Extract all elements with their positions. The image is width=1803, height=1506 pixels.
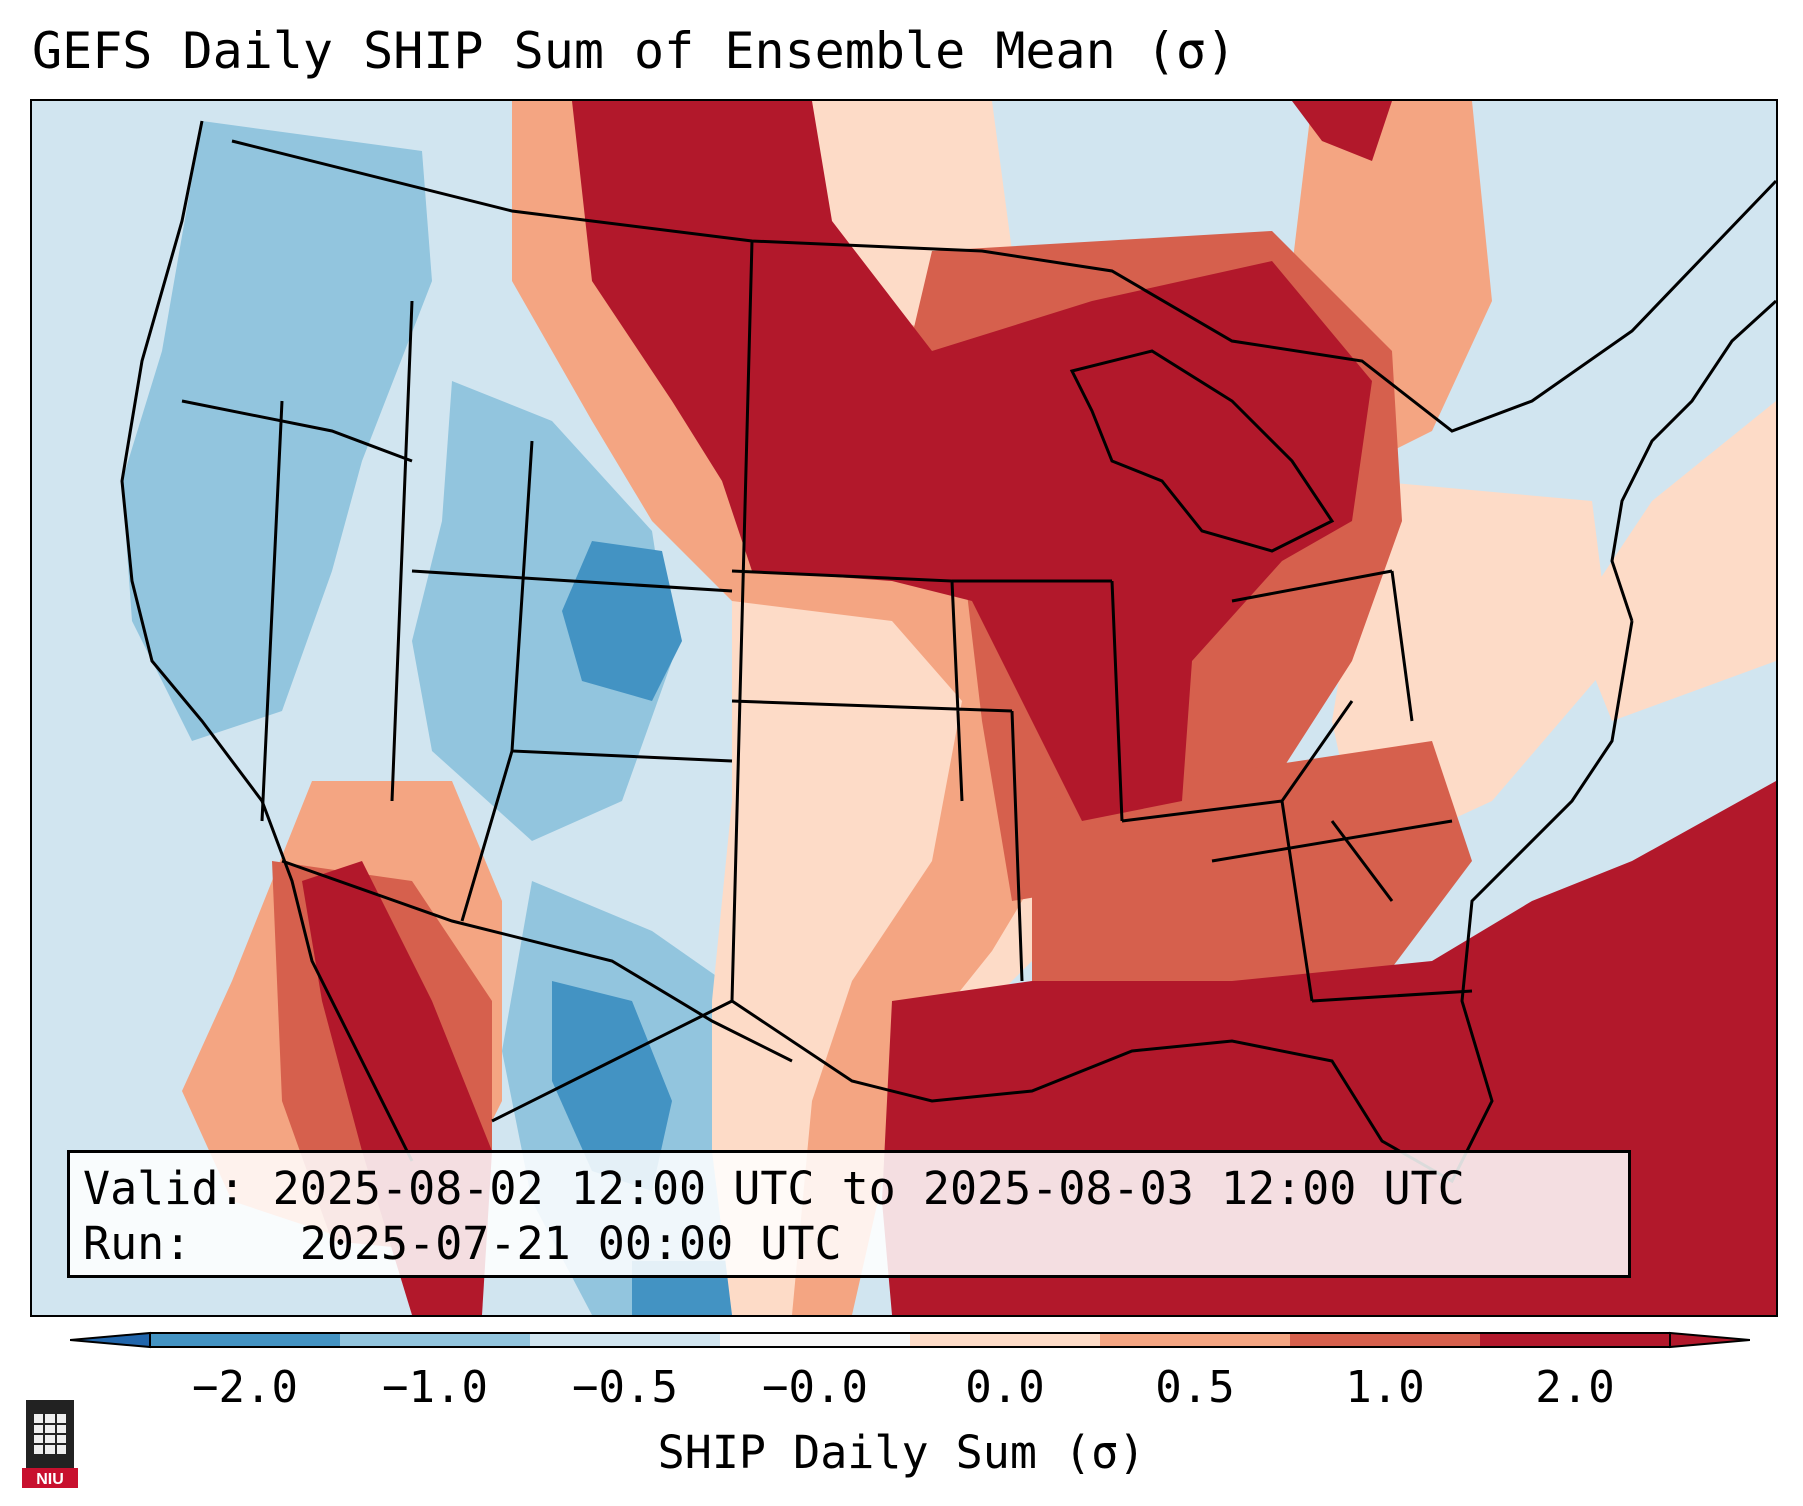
region-northern-plains-max-positive bbox=[572, 101, 1372, 821]
colorbar-outline bbox=[149, 1332, 1671, 1348]
colorbar-segment bbox=[340, 1333, 531, 1347]
map-panel bbox=[30, 99, 1778, 1317]
colorbar-segment bbox=[720, 1333, 911, 1347]
colorbar-tick-label: 0.0 bbox=[965, 1362, 1045, 1413]
region-basin-negative bbox=[412, 381, 672, 841]
run-value: 2025-07-21 00:00 UTC bbox=[299, 1217, 842, 1270]
logo-plate bbox=[22, 1468, 78, 1488]
political-boundaries bbox=[120, 120, 1776, 1184]
colorbar-over-arrow bbox=[1669, 1331, 1750, 1349]
west-coast-outline bbox=[120, 120, 414, 1162]
logo-grid-lines bbox=[34, 1414, 66, 1454]
us-canada-border bbox=[231, 139, 1776, 433]
colorbar-label: SHIP Daily Sum (σ) bbox=[657, 1426, 1146, 1479]
gulf-coast-outline bbox=[491, 620, 1634, 1184]
colorbar-tick-label: −1.0 bbox=[382, 1362, 488, 1413]
valid-label: Valid: bbox=[83, 1162, 246, 1215]
region-mexico-strong-negative bbox=[552, 981, 672, 1191]
east-coast-outline bbox=[1610, 299, 1776, 622]
info-box: Valid: 2025-08-02 12:00 UTC to 2025-08-0… bbox=[67, 1150, 1631, 1278]
niu-logo: NIU bbox=[22, 1400, 78, 1488]
region-northwest-negative bbox=[122, 121, 432, 741]
colorbar-segment bbox=[530, 1333, 721, 1347]
colorbar bbox=[70, 1331, 1750, 1349]
colorbar-segment bbox=[150, 1333, 341, 1347]
colorbar-segment bbox=[910, 1333, 1101, 1347]
region-hudson-max-positive bbox=[1292, 101, 1392, 161]
valid-value: 2025-08-02 12:00 UTC to 2025-08-03 12:00… bbox=[272, 1162, 1465, 1215]
colorbar-tick-label: 2.0 bbox=[1535, 1362, 1615, 1413]
state-lines-west bbox=[181, 300, 733, 922]
state-lines-east bbox=[1211, 569, 1473, 1003]
ship-anomaly-map bbox=[32, 101, 1776, 1315]
page-title: GEFS Daily SHIP Sum of Ensemble Mean (σ) bbox=[32, 22, 1237, 80]
colorbar-tick-label: 0.5 bbox=[1155, 1362, 1235, 1413]
great-lakes-outline bbox=[1069, 349, 1335, 553]
colorbar-segment bbox=[1290, 1333, 1481, 1347]
colorbar-segment bbox=[1100, 1333, 1291, 1347]
region-atlantic-weak-positive bbox=[1572, 401, 1776, 721]
colorbar-segment bbox=[1480, 1333, 1671, 1347]
run-row: Run: 2025-07-21 00:00 UTC bbox=[83, 1216, 1628, 1271]
colorbar-tick-label: −0.0 bbox=[762, 1362, 868, 1413]
colorbar-under-arrow bbox=[70, 1331, 151, 1349]
valid-row: Valid: 2025-08-02 12:00 UTC to 2025-08-0… bbox=[83, 1161, 1628, 1216]
run-label: Run: bbox=[83, 1217, 192, 1270]
logo-text: NIU bbox=[36, 1471, 64, 1488]
colorbar-tick-label: −0.5 bbox=[572, 1362, 678, 1413]
colorbar-tick-label: −2.0 bbox=[192, 1362, 298, 1413]
mexico-border bbox=[281, 859, 793, 1063]
colorbar-segments bbox=[150, 1333, 1671, 1347]
colorbar-tick-label: 1.0 bbox=[1345, 1362, 1425, 1413]
state-lines-central bbox=[730, 240, 1354, 1002]
